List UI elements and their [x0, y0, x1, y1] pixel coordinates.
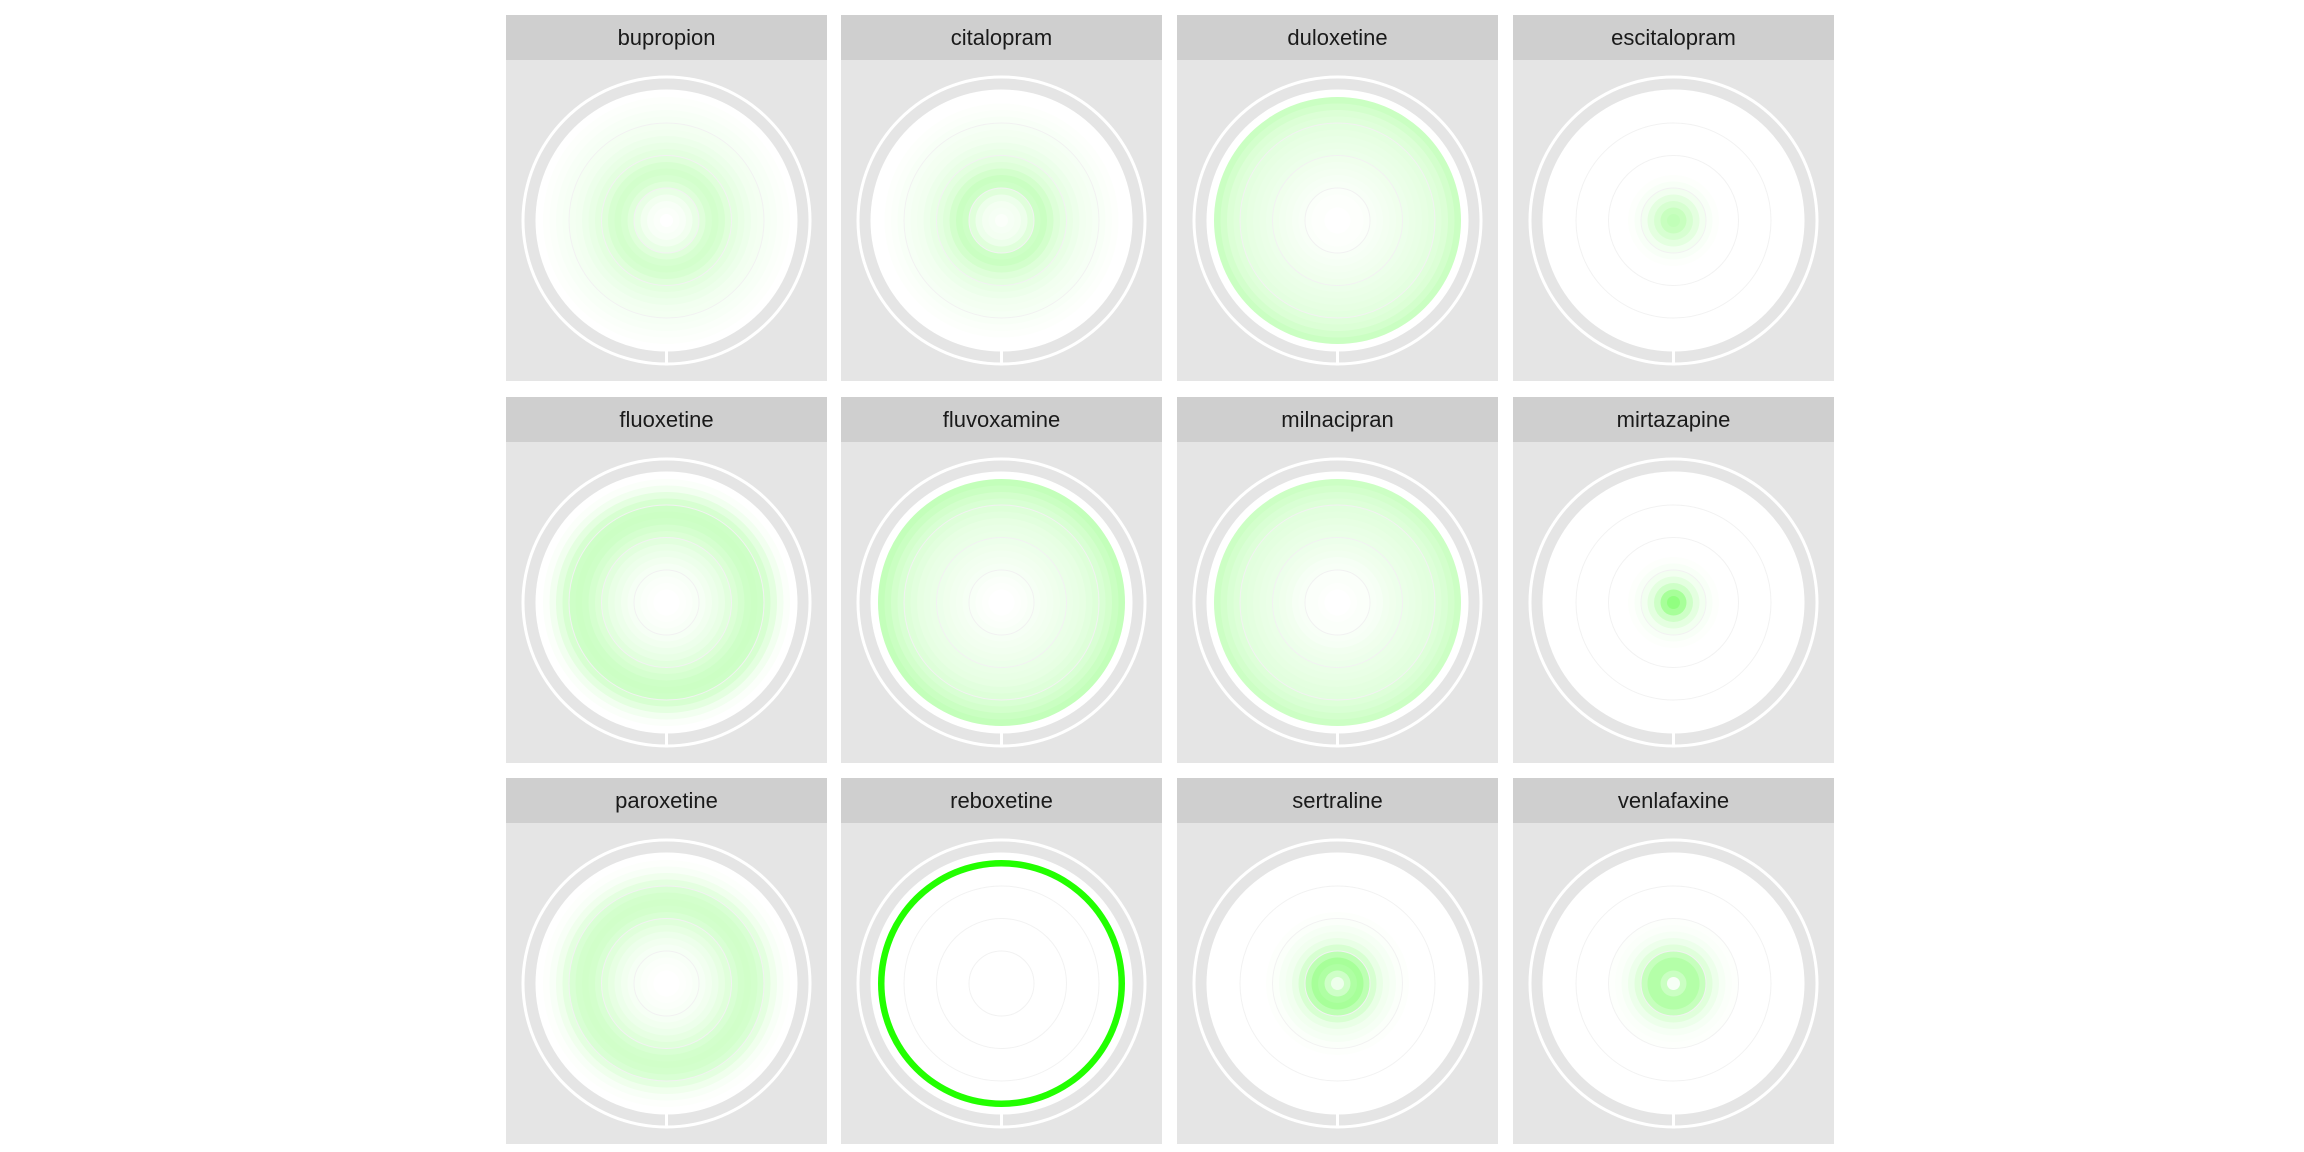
- ring-0: [995, 596, 1008, 609]
- facet-title: mirtazapine: [1617, 407, 1731, 432]
- facet-panel-bupropion: bupropion: [506, 15, 827, 381]
- grid-circle-2: [1239, 122, 1436, 319]
- grid-circle-0: [968, 950, 1035, 1017]
- facet-strip: [1177, 397, 1498, 442]
- grid-circle-1: [1608, 155, 1739, 286]
- grid-circle-0: [1304, 187, 1371, 254]
- grid-circle-1: [601, 155, 732, 286]
- grid-circle-1: [1272, 155, 1403, 286]
- grid-circle-2: [1575, 504, 1772, 701]
- facet-title: sertraline: [1292, 788, 1382, 813]
- facet-title: paroxetine: [615, 788, 718, 813]
- ring-0: [660, 977, 673, 990]
- facet-panel-escitalopram: escitalopram: [1513, 15, 1834, 381]
- grid-circle-1: [1272, 537, 1403, 668]
- grid-circle-2: [903, 504, 1100, 701]
- grid-circle-2: [1575, 122, 1772, 319]
- facet-title: escitalopram: [1611, 25, 1736, 50]
- grid-circle-1: [601, 918, 732, 1049]
- facet-strip: [506, 778, 827, 823]
- facet-panel-reboxetine: reboxetine: [841, 778, 1162, 1144]
- facet-panel-citalopram: citalopram: [841, 15, 1162, 381]
- ring-0: [660, 214, 673, 227]
- facet-strip: [1513, 15, 1834, 60]
- facet-title: duloxetine: [1287, 25, 1387, 50]
- ring-0: [1667, 977, 1680, 990]
- facet-strip: [841, 397, 1162, 442]
- facet-strip: [1513, 778, 1834, 823]
- facet-panel-paroxetine: paroxetine: [506, 778, 827, 1144]
- grid-circle-2: [1575, 885, 1772, 1082]
- facet-panel-fluvoxamine: fluvoxamine: [841, 397, 1162, 763]
- facet-panel-milnacipran: milnacipran: [1177, 397, 1498, 763]
- facet-panel-venlafaxine: venlafaxine: [1513, 778, 1834, 1144]
- grid-circle-2: [903, 122, 1100, 319]
- grid-circle-2: [568, 122, 765, 319]
- ring-0: [995, 977, 1008, 990]
- grid-circle-1: [601, 537, 732, 668]
- grid-circle-0: [968, 569, 1035, 636]
- facet-title: fluvoxamine: [943, 407, 1060, 432]
- ring-0: [995, 214, 1008, 227]
- grid-circle-1: [936, 918, 1067, 1049]
- facet-title: fluoxetine: [619, 407, 713, 432]
- facet-strip: [1513, 397, 1834, 442]
- facet-strip: [1177, 778, 1498, 823]
- grid-circle-0: [633, 950, 700, 1017]
- grid-circle-0: [1304, 569, 1371, 636]
- grid-circle-1: [1608, 537, 1739, 668]
- grid-circle-2: [568, 504, 765, 701]
- grid-circle-1: [936, 155, 1067, 286]
- grid-circle-0: [1304, 950, 1371, 1017]
- ring-0: [1667, 214, 1680, 227]
- ring-0: [1667, 596, 1680, 609]
- grid-circle-0: [633, 187, 700, 254]
- grid-circle-0: [633, 569, 700, 636]
- ring-0: [1331, 214, 1344, 227]
- facet-panel-mirtazapine: mirtazapine: [1513, 397, 1834, 763]
- grid-circle-0: [1640, 569, 1707, 636]
- grid-circle-1: [1608, 918, 1739, 1049]
- grid-circle-2: [1239, 885, 1436, 1082]
- facet-title: venlafaxine: [1618, 788, 1729, 813]
- ring-0: [1331, 596, 1344, 609]
- grid-circle-1: [1272, 918, 1403, 1049]
- facet-title: citalopram: [951, 25, 1052, 50]
- ring-0: [1331, 977, 1344, 990]
- facet-strip: [506, 397, 827, 442]
- grid-circle-0: [1640, 187, 1707, 254]
- facet-title: milnacipran: [1281, 407, 1394, 432]
- facet-panel-duloxetine: duloxetine: [1177, 15, 1498, 381]
- ring-0: [660, 596, 673, 609]
- facet-strip: [1177, 15, 1498, 60]
- grid-circle-0: [1640, 950, 1707, 1017]
- facet-strip: [841, 15, 1162, 60]
- facet-strip: [841, 778, 1162, 823]
- grid-circle-2: [1239, 504, 1436, 701]
- facet-title: bupropion: [618, 25, 716, 50]
- facet-title: reboxetine: [950, 788, 1053, 813]
- grid-circle-2: [568, 885, 765, 1082]
- facet-panel-fluoxetine: fluoxetine: [506, 397, 827, 763]
- facet-strip: [506, 15, 827, 60]
- facet-panel-sertraline: sertraline: [1177, 778, 1498, 1144]
- grid-circle-2: [903, 885, 1100, 1082]
- grid-circle-0: [968, 187, 1035, 254]
- grid-circle-1: [936, 537, 1067, 668]
